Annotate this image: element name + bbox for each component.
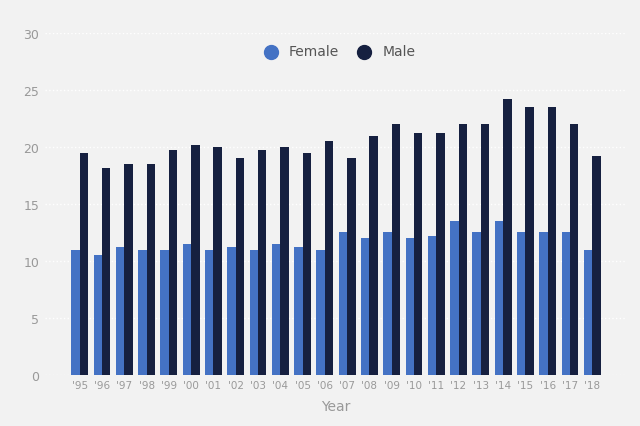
Bar <box>93 256 102 375</box>
Bar <box>392 125 400 375</box>
Bar <box>495 222 503 375</box>
Bar <box>169 151 177 375</box>
Bar <box>584 250 592 375</box>
Bar <box>182 244 191 375</box>
Bar <box>406 239 414 375</box>
Bar <box>592 157 601 375</box>
Bar <box>102 168 111 375</box>
Bar <box>316 250 325 375</box>
Bar <box>205 250 214 375</box>
Bar <box>414 134 422 375</box>
Bar <box>383 233 392 375</box>
Bar <box>191 145 200 375</box>
Bar <box>294 248 303 375</box>
Bar <box>272 244 280 375</box>
Bar <box>561 233 570 375</box>
Bar <box>428 236 436 375</box>
Bar <box>369 136 378 375</box>
Bar <box>138 250 147 375</box>
Bar <box>147 165 155 375</box>
Bar <box>458 125 467 375</box>
Bar <box>339 233 347 375</box>
Bar <box>481 125 490 375</box>
Bar <box>347 159 356 375</box>
Bar <box>214 148 222 375</box>
Bar <box>124 165 132 375</box>
Bar <box>472 233 481 375</box>
Bar <box>548 108 556 375</box>
Bar <box>570 125 579 375</box>
Bar <box>71 250 80 375</box>
Bar <box>80 153 88 375</box>
Bar <box>517 233 525 375</box>
Bar <box>525 108 534 375</box>
Bar <box>280 148 289 375</box>
Legend: Female, Male: Female, Male <box>253 41 419 63</box>
Bar <box>361 239 369 375</box>
Bar <box>303 153 311 375</box>
Bar <box>250 250 258 375</box>
Bar <box>540 233 548 375</box>
X-axis label: Year: Year <box>321 399 351 413</box>
Bar <box>227 248 236 375</box>
Bar <box>503 100 511 375</box>
Bar <box>325 142 333 375</box>
Bar <box>258 151 266 375</box>
Bar <box>116 248 124 375</box>
Bar <box>436 134 445 375</box>
Bar <box>450 222 458 375</box>
Bar <box>236 159 244 375</box>
Bar <box>161 250 169 375</box>
